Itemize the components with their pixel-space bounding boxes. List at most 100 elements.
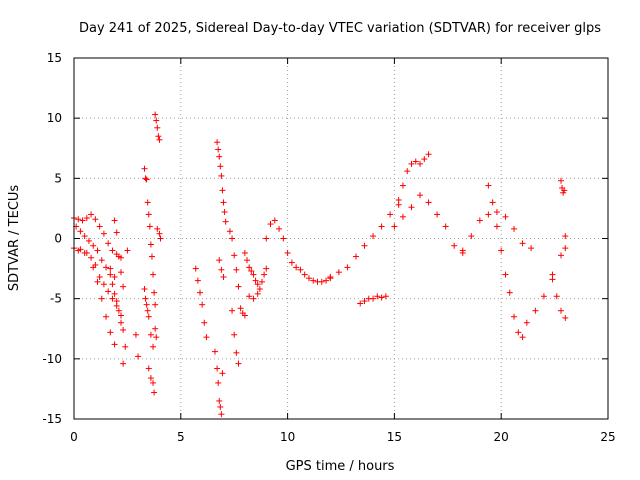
data-point [156, 136, 163, 143]
data-point [154, 124, 161, 131]
grid [74, 58, 608, 419]
data-point [109, 281, 116, 288]
data-point [562, 314, 569, 321]
data-point [120, 326, 127, 333]
data-point [231, 331, 238, 338]
data-point [442, 223, 449, 230]
data-point [235, 360, 242, 367]
data-point [81, 233, 88, 240]
data-point [468, 233, 475, 240]
data-point [141, 286, 148, 293]
data-point [120, 360, 127, 367]
data-point [145, 313, 152, 320]
data-point [88, 254, 95, 261]
data-point [81, 249, 88, 256]
data-point [113, 229, 120, 236]
data-point [489, 199, 496, 206]
data-point [150, 379, 157, 386]
data-point [148, 253, 155, 260]
data-point [214, 365, 221, 372]
data-point [145, 365, 152, 372]
data-point [83, 215, 90, 222]
data-point [100, 230, 107, 237]
data-point [215, 379, 222, 386]
x-tick-label: 25 [600, 430, 615, 444]
data-point [417, 192, 424, 199]
data-point [111, 290, 118, 297]
x-ticks: 0 5 10 15 20 25 [70, 58, 616, 444]
data-point [92, 261, 99, 268]
x-axis-label: GPS time / hours [286, 459, 395, 474]
data-point [109, 247, 116, 254]
data-point [147, 375, 154, 382]
data-point [151, 289, 158, 296]
data-point [523, 319, 530, 326]
data-point [147, 241, 154, 248]
data-point [98, 257, 105, 264]
data-point [201, 319, 208, 326]
x-tick-label: 0 [70, 430, 78, 444]
data-point [221, 209, 228, 216]
data-point [408, 160, 415, 167]
data-point [96, 274, 103, 281]
data-point [151, 389, 158, 396]
data-point [558, 252, 565, 259]
data-point [117, 319, 124, 326]
data-point [109, 295, 116, 302]
data-point [124, 247, 131, 254]
data-point [561, 187, 568, 194]
data-point [157, 235, 164, 242]
data-point [219, 187, 226, 194]
data-point [280, 235, 287, 242]
data-point [399, 182, 406, 189]
data-point [391, 223, 398, 230]
data-point [141, 165, 148, 172]
data-point [143, 176, 150, 183]
data-point [111, 217, 118, 224]
y-tick-label: -5 [50, 292, 62, 306]
data-point [229, 307, 236, 314]
data-point [511, 313, 518, 320]
data-point [323, 277, 330, 284]
data-point [528, 245, 535, 252]
data-point [502, 271, 509, 278]
data-point [226, 228, 233, 235]
data-point [96, 223, 103, 230]
data-point [553, 293, 560, 300]
data-point [261, 271, 268, 278]
data-point [246, 293, 253, 300]
data-point [404, 168, 411, 175]
data-point [77, 228, 84, 235]
data-point [143, 301, 150, 308]
data-point [250, 271, 257, 278]
data-point [144, 307, 151, 314]
data-point [515, 329, 522, 336]
data-point [352, 253, 359, 260]
data-point [519, 240, 526, 247]
data-point [318, 278, 325, 285]
data-point [216, 153, 223, 160]
data-point [229, 235, 236, 242]
data-point [103, 313, 110, 320]
data-point [75, 247, 82, 254]
y-ticks: -15 -10 -5 0 5 10 15 [42, 51, 608, 426]
data-point [144, 199, 151, 206]
data-point [218, 411, 225, 418]
data-point [540, 293, 547, 300]
data-point [451, 242, 458, 249]
data-point [235, 283, 242, 290]
data-point [111, 341, 118, 348]
data-point [263, 235, 270, 242]
data-point [370, 233, 377, 240]
data-point [111, 274, 118, 281]
data-point [113, 298, 120, 305]
data-point [100, 281, 107, 288]
data-points [71, 111, 569, 418]
data-point [197, 289, 204, 296]
y-tick-label: -15 [42, 412, 62, 426]
data-point [156, 230, 163, 237]
data-point [258, 278, 265, 285]
data-point [558, 307, 565, 314]
data-point [502, 213, 509, 220]
data-point [117, 269, 124, 276]
